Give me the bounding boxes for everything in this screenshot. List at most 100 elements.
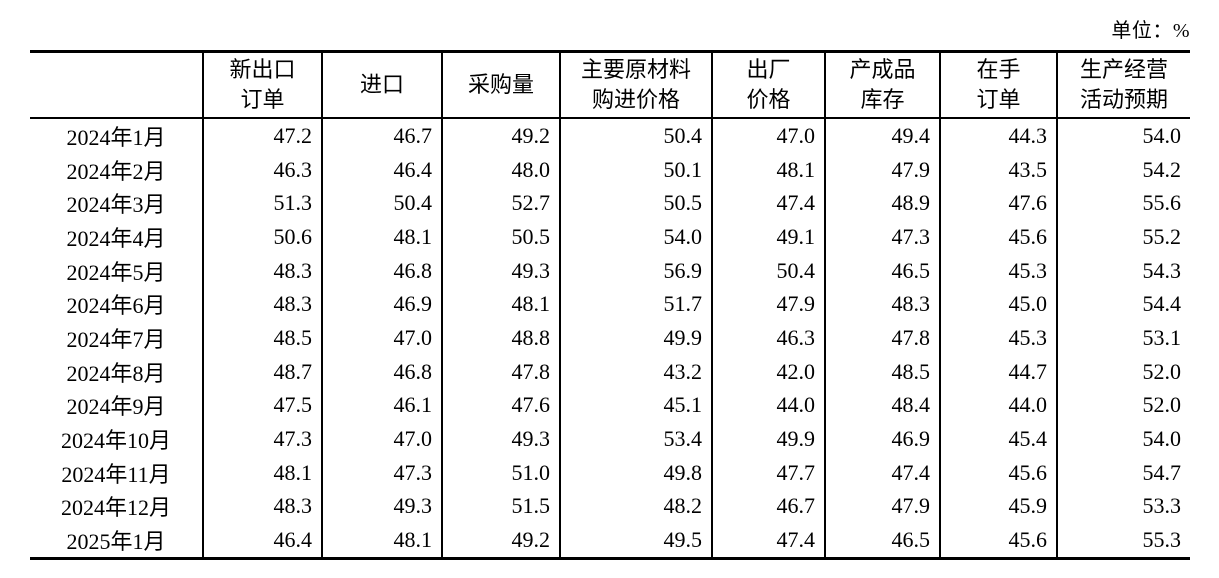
value-cell-production-business-activity-expectation: 52.0 (1056, 354, 1190, 389)
value-cell-ex-factory-price: 47.7 (711, 455, 825, 490)
value-cell-purchasing-volume: 49.3 (441, 422, 560, 456)
row-label-month: 2024年1月 (66, 124, 166, 150)
value-cell-finished-goods-inventory: 48.9 (824, 186, 940, 221)
column-header-month (30, 51, 203, 119)
value-cell-new-export-orders: 48.7 (202, 354, 322, 389)
row-label-month: 2024年12月 (60, 495, 171, 521)
value-cell-production-business-activity-expectation: 54.3 (1056, 253, 1190, 288)
value-cell-imports: 48.1 (321, 220, 442, 254)
column-header-orders-on-hand: 在手 订单 (939, 51, 1057, 119)
value-cell-finished-goods-inventory: 46.5 (824, 253, 940, 288)
table-header-row: 新出口 订单 进口 采购量 主要原材料 购进价格 出厂 价格 产成品 库存 在手 订单 生产经营 活动预期 (30, 51, 1190, 119)
value-cell-new-export-orders: 46.3 (202, 152, 322, 187)
column-header-line: 活动预期 (1079, 87, 1168, 112)
column-header-line: 生产经营 (1079, 57, 1168, 83)
value-cell-orders-on-hand: 45.0 (939, 287, 1057, 322)
row-label-month: 2024年5月 (66, 259, 166, 285)
value-cell-finished-goods-inventory: 48.3 (824, 287, 940, 322)
value-cell-ex-factory-price: 48.1 (711, 152, 825, 187)
value-cell-imports: 46.8 (321, 253, 442, 288)
table-row: 2024年11月 48.1 47.3 51.0 49.8 47.7 47.4 45.6 54.7 (30, 455, 1190, 490)
table-body: 2024年1月 47.2 46.7 49.2 50.4 47.0 49.4 44.3 54.0 2… (30, 118, 1190, 559)
column-header-purchasing-volume: 采购量 (441, 51, 560, 119)
table-row: 2024年8月 48.7 46.8 47.8 43.2 42.0 48.5 44.7 52.0 (30, 354, 1190, 389)
value-cell-production-business-activity-expectation: 54.2 (1056, 152, 1190, 187)
value-cell-orders-on-hand: 45.3 (939, 321, 1057, 355)
table-row: 2024年5月 48.3 46.8 49.3 56.9 50.4 46.5 45.3 54.3 (30, 253, 1190, 288)
value-cell-new-export-orders: 46.4 (202, 523, 322, 559)
value-cell-ex-factory-price: 49.1 (711, 220, 825, 254)
column-header-ex-factory-price: 出厂 价格 (711, 51, 825, 119)
value-cell-orders-on-hand: 44.7 (939, 354, 1057, 389)
table-row: 2025年1月 46.4 48.1 49.2 49.5 47.4 46.5 45.6 55.3 (30, 523, 1190, 559)
value-cell-ex-factory-price: 49.9 (711, 422, 825, 456)
value-cell-new-export-orders: 48.3 (202, 253, 322, 288)
value-cell-main-raw-material-purchase-price: 50.4 (559, 118, 712, 153)
value-cell-main-raw-material-purchase-price: 49.8 (559, 455, 712, 490)
table-header: 新出口 订单 进口 采购量 主要原材料 购进价格 出厂 价格 产成品 库存 在手 订单 生产经营 活动预期 (30, 51, 1190, 119)
table-row: 2024年1月 47.2 46.7 49.2 50.4 47.0 49.4 44.3 54.0 (30, 118, 1190, 153)
column-header-line: 价格 (746, 87, 791, 112)
value-cell-main-raw-material-purchase-price: 50.5 (559, 186, 712, 221)
table-row: 2024年7月 48.5 47.0 48.8 49.9 46.3 47.8 45.3 53.1 (30, 321, 1190, 355)
value-cell-imports: 47.0 (321, 321, 442, 355)
value-cell-purchasing-volume: 47.8 (441, 354, 560, 389)
value-cell-new-export-orders: 48.1 (202, 455, 322, 490)
value-cell-ex-factory-price: 46.3 (711, 321, 825, 355)
value-cell-imports: 47.3 (321, 455, 442, 490)
column-header-line: 库存 (860, 87, 905, 112)
column-header-main-raw-material-purchase-price: 主要原材料 购进价格 (559, 51, 712, 119)
value-cell-main-raw-material-purchase-price: 49.5 (559, 523, 712, 559)
column-header-line: 购进价格 (591, 87, 680, 112)
value-cell-ex-factory-price: 46.7 (711, 489, 825, 524)
value-cell-main-raw-material-purchase-price: 50.1 (559, 152, 712, 187)
column-header-line: 出厂 (746, 57, 791, 83)
value-cell-purchasing-volume: 50.5 (441, 220, 560, 254)
column-header-line: 订单 (240, 87, 285, 112)
table-row: 2024年12月 48.3 49.3 51.5 48.2 46.7 47.9 45.9 53.3 (30, 489, 1190, 524)
value-cell-orders-on-hand: 45.3 (939, 253, 1057, 288)
value-cell-main-raw-material-purchase-price: 49.9 (559, 321, 712, 355)
value-cell-finished-goods-inventory: 47.3 (824, 220, 940, 254)
value-cell-finished-goods-inventory: 48.5 (824, 354, 940, 389)
value-cell-main-raw-material-purchase-price: 56.9 (559, 253, 712, 288)
column-header-line: 订单 (976, 87, 1021, 112)
page: 单位：% 新出口 订单 进口 采购量 主要原材料 购进价格 出厂 价格 产成品 库存 在手 订单 生产经… (30, 20, 1190, 560)
value-cell-ex-factory-price: 42.0 (711, 354, 825, 389)
value-cell-new-export-orders: 51.3 (202, 186, 322, 221)
row-label-month: 2024年11月 (61, 461, 171, 487)
value-cell-ex-factory-price: 47.4 (711, 523, 825, 559)
value-cell-imports: 46.7 (321, 118, 442, 153)
value-cell-production-business-activity-expectation: 54.0 (1056, 118, 1190, 153)
table-row: 2024年4月 50.6 48.1 50.5 54.0 49.1 47.3 45.6 55.2 (30, 220, 1190, 254)
value-cell-main-raw-material-purchase-price: 48.2 (559, 489, 712, 524)
value-cell-purchasing-volume: 48.1 (441, 287, 560, 322)
value-cell-production-business-activity-expectation: 53.1 (1056, 321, 1190, 355)
column-header-line: 在手 (976, 57, 1021, 83)
value-cell-new-export-orders: 48.5 (202, 321, 322, 355)
value-cell-ex-factory-price: 47.4 (711, 186, 825, 221)
column-header-production-business-activity-expectation: 生产经营 活动预期 (1056, 51, 1190, 119)
value-cell-purchasing-volume: 48.0 (441, 152, 560, 187)
row-label-month: 2024年8月 (66, 360, 166, 386)
value-cell-orders-on-hand: 44.0 (939, 388, 1057, 423)
value-cell-finished-goods-inventory: 47.9 (824, 152, 940, 187)
value-cell-purchasing-volume: 49.3 (441, 253, 560, 288)
value-cell-ex-factory-price: 47.0 (711, 118, 825, 153)
row-label-month: 2024年2月 (66, 158, 166, 184)
value-cell-production-business-activity-expectation: 54.0 (1056, 422, 1190, 456)
value-cell-main-raw-material-purchase-price: 43.2 (559, 354, 712, 389)
value-cell-finished-goods-inventory: 46.9 (824, 422, 940, 456)
value-cell-orders-on-hand: 45.6 (939, 455, 1057, 490)
value-cell-purchasing-volume: 49.2 (441, 118, 560, 153)
value-cell-production-business-activity-expectation: 54.4 (1056, 287, 1190, 322)
row-label-month: 2025年1月 (66, 529, 166, 555)
value-cell-orders-on-hand: 47.6 (939, 186, 1057, 221)
table-row: 2024年10月 47.3 47.0 49.3 53.4 49.9 46.9 45.4 54.0 (30, 422, 1190, 456)
value-cell-imports: 50.4 (321, 186, 442, 221)
value-cell-finished-goods-inventory: 47.8 (824, 321, 940, 355)
column-header-line: 主要原材料 (580, 57, 691, 83)
column-header-new-export-orders: 新出口 订单 (202, 51, 322, 119)
value-cell-imports: 46.1 (321, 388, 442, 423)
row-label-month: 2024年6月 (66, 293, 166, 319)
